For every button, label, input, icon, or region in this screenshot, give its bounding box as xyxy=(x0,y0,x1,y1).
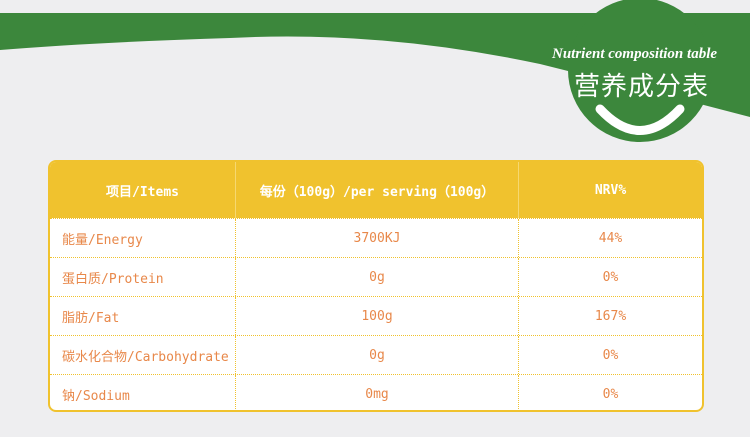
cell-nrv: 0% xyxy=(518,258,702,296)
nutrition-table: 项目/Items 每份（100g）/per serving（100g） NRV%… xyxy=(48,160,704,412)
cell-nrv: 0% xyxy=(518,336,702,374)
table-row: 钠/Sodium 0mg 0% xyxy=(50,374,702,410)
table-row: 脂肪/Fat 100g 167% xyxy=(50,296,702,335)
cell-nrv: 167% xyxy=(518,297,702,335)
cell-amount: 0g xyxy=(235,258,518,296)
green-circle xyxy=(568,0,712,142)
cell-amount: 0g xyxy=(235,336,518,374)
cell-amount: 3700KJ xyxy=(235,219,518,257)
cell-amount: 0mg xyxy=(235,375,518,410)
banner-title-en: Nutrient composition table xyxy=(552,46,718,62)
green-band xyxy=(0,13,750,117)
cell-item: 能量/Energy xyxy=(62,232,143,248)
cell-nrv: 44% xyxy=(518,219,702,257)
table-row: 碳水化合物/Carbohydrate 0g 0% xyxy=(50,335,702,374)
cell-item: 蛋白质/Protein xyxy=(62,271,164,287)
smile-icon xyxy=(595,104,685,135)
table-row: 蛋白质/Protein 0g 0% xyxy=(50,257,702,296)
cell-nrv: 0% xyxy=(518,375,702,410)
cell-item: 钠/Sodium xyxy=(62,388,130,404)
cell-amount: 100g xyxy=(235,297,518,335)
table-header: 项目/Items 每份（100g）/per serving（100g） NRV% xyxy=(50,162,702,218)
header-per-serving: 每份（100g）/per serving（100g） xyxy=(235,162,518,218)
table-row: 能量/Energy 3700KJ 44% xyxy=(50,218,702,257)
cell-item: 碳水化合物/Carbohydrate xyxy=(62,349,229,365)
banner-title-cn: 营养成分表 xyxy=(574,72,710,102)
header-nrv: NRV% xyxy=(518,162,702,218)
cell-item: 脂肪/Fat xyxy=(62,310,120,326)
header-items: 项目/Items xyxy=(106,184,179,200)
banner-graphic xyxy=(0,0,750,142)
